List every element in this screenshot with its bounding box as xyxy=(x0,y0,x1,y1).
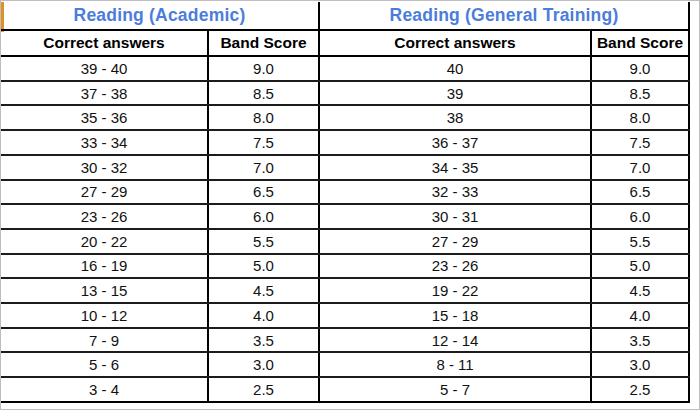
academic-band-score-cell: 8.5 xyxy=(207,82,318,105)
general-training-correct-answers-cell: 5 - 7 xyxy=(318,378,590,401)
table-row: 23 - 266.030 - 316.0 xyxy=(1,205,690,230)
general-training-correct-answers-cell: 32 - 33 xyxy=(318,181,590,204)
table-row: 10 - 124.015 - 184.0 xyxy=(1,304,690,329)
table-row: 13 - 154.519 - 224.5 xyxy=(1,279,690,304)
academic-section-title: Reading (Academic) xyxy=(1,2,318,29)
table-body: 39 - 409.0409.037 - 388.5398.535 - 368.0… xyxy=(1,57,690,403)
section-title-row: Reading (Academic) Reading (General Trai… xyxy=(1,2,690,31)
academic-correct-answers-cell: 7 - 9 xyxy=(1,329,207,352)
academic-correct-answers-cell: 16 - 19 xyxy=(1,255,207,278)
general-training-band-score-cell: 7.5 xyxy=(590,131,690,154)
table-row: 7 - 93.512 - 143.5 xyxy=(1,329,690,354)
general-training-correct-answers-cell: 36 - 37 xyxy=(318,131,590,154)
academic-band-score-cell: 3.0 xyxy=(207,353,318,376)
academic-correct-answers-cell: 20 - 22 xyxy=(1,230,207,253)
academic-band-score-cell: 3.5 xyxy=(207,329,318,352)
general-training-band-score-cell: 3.0 xyxy=(590,353,690,376)
academic-band-score-cell: 4.0 xyxy=(207,304,318,327)
academic-correct-answers-cell: 35 - 36 xyxy=(1,106,207,129)
academic-correct-answers-cell: 13 - 15 xyxy=(1,279,207,302)
general-training-correct-answers-cell: 15 - 18 xyxy=(318,304,590,327)
general-training-band-score-cell: 8.0 xyxy=(590,106,690,129)
table-row: 5 - 63.08 - 113.0 xyxy=(1,353,690,378)
general-training-band-score-cell: 7.0 xyxy=(590,156,690,179)
general-training-correct-answers-cell: 27 - 29 xyxy=(318,230,590,253)
academic-correct-answers-cell: 3 - 4 xyxy=(1,378,207,401)
general-training-correct-answers-cell: 38 xyxy=(318,106,590,129)
table-row: 35 - 368.0388.0 xyxy=(1,106,690,131)
general-training-correct-answers-cell: 19 - 22 xyxy=(318,279,590,302)
general-training-correct-answers-header: Correct answers xyxy=(318,31,590,55)
column-header-row: Correct answers Band Score Correct answe… xyxy=(1,31,690,57)
general-training-correct-answers-cell: 40 xyxy=(318,57,590,80)
table-row: 39 - 409.0409.0 xyxy=(1,57,690,82)
table-row: 33 - 347.536 - 377.5 xyxy=(1,131,690,156)
academic-band-score-cell: 5.5 xyxy=(207,230,318,253)
academic-correct-answers-cell: 27 - 29 xyxy=(1,181,207,204)
academic-correct-answers-cell: 5 - 6 xyxy=(1,353,207,376)
academic-band-score-cell: 6.0 xyxy=(207,205,318,228)
general-training-section-title: Reading (General Training) xyxy=(318,2,690,29)
academic-band-score-cell: 7.5 xyxy=(207,131,318,154)
general-training-correct-answers-cell: 30 - 31 xyxy=(318,205,590,228)
academic-band-score-cell: 5.0 xyxy=(207,255,318,278)
general-training-band-score-cell: 3.5 xyxy=(590,329,690,352)
academic-correct-answers-cell: 33 - 34 xyxy=(1,131,207,154)
general-training-band-score-cell: 4.0 xyxy=(590,304,690,327)
academic-band-score-cell: 9.0 xyxy=(207,57,318,80)
general-training-band-score-cell: 5.0 xyxy=(590,255,690,278)
academic-correct-answers-cell: 30 - 32 xyxy=(1,156,207,179)
academic-band-score-header: Band Score xyxy=(207,31,318,55)
table-row: 16 - 195.023 - 265.0 xyxy=(1,255,690,280)
general-training-correct-answers-cell: 8 - 11 xyxy=(318,353,590,376)
general-training-band-score-cell: 9.0 xyxy=(590,57,690,80)
general-training-band-score-cell: 6.0 xyxy=(590,205,690,228)
table-row: 37 - 388.5398.5 xyxy=(1,82,690,107)
academic-band-score-cell: 2.5 xyxy=(207,378,318,401)
academic-band-score-cell: 7.0 xyxy=(207,156,318,179)
general-training-band-score-cell: 6.5 xyxy=(590,181,690,204)
general-training-band-score-cell: 5.5 xyxy=(590,230,690,253)
band-score-sheet: Reading (Academic) Reading (General Trai… xyxy=(0,0,700,410)
general-training-correct-answers-cell: 12 - 14 xyxy=(318,329,590,352)
general-training-band-score-header: Band Score xyxy=(590,31,690,55)
general-training-band-score-cell: 8.5 xyxy=(590,82,690,105)
table-row: 3 - 42.55 - 72.5 xyxy=(1,378,690,403)
table-row: 30 - 327.034 - 357.0 xyxy=(1,156,690,181)
academic-correct-answers-cell: 39 - 40 xyxy=(1,57,207,80)
general-training-correct-answers-cell: 39 xyxy=(318,82,590,105)
academic-correct-answers-cell: 10 - 12 xyxy=(1,304,207,327)
academic-band-score-cell: 6.5 xyxy=(207,181,318,204)
academic-band-score-cell: 4.5 xyxy=(207,279,318,302)
general-training-band-score-cell: 4.5 xyxy=(590,279,690,302)
general-training-correct-answers-cell: 34 - 35 xyxy=(318,156,590,179)
general-training-band-score-cell: 2.5 xyxy=(590,378,690,401)
academic-correct-answers-header: Correct answers xyxy=(1,31,207,55)
academic-correct-answers-cell: 23 - 26 xyxy=(1,205,207,228)
general-training-correct-answers-cell: 23 - 26 xyxy=(318,255,590,278)
academic-band-score-cell: 8.0 xyxy=(207,106,318,129)
table-row: 27 - 296.532 - 336.5 xyxy=(1,181,690,206)
reading-band-score-table: Reading (Academic) Reading (General Trai… xyxy=(1,2,690,403)
table-row: 20 - 225.527 - 295.5 xyxy=(1,230,690,255)
academic-correct-answers-cell: 37 - 38 xyxy=(1,82,207,105)
